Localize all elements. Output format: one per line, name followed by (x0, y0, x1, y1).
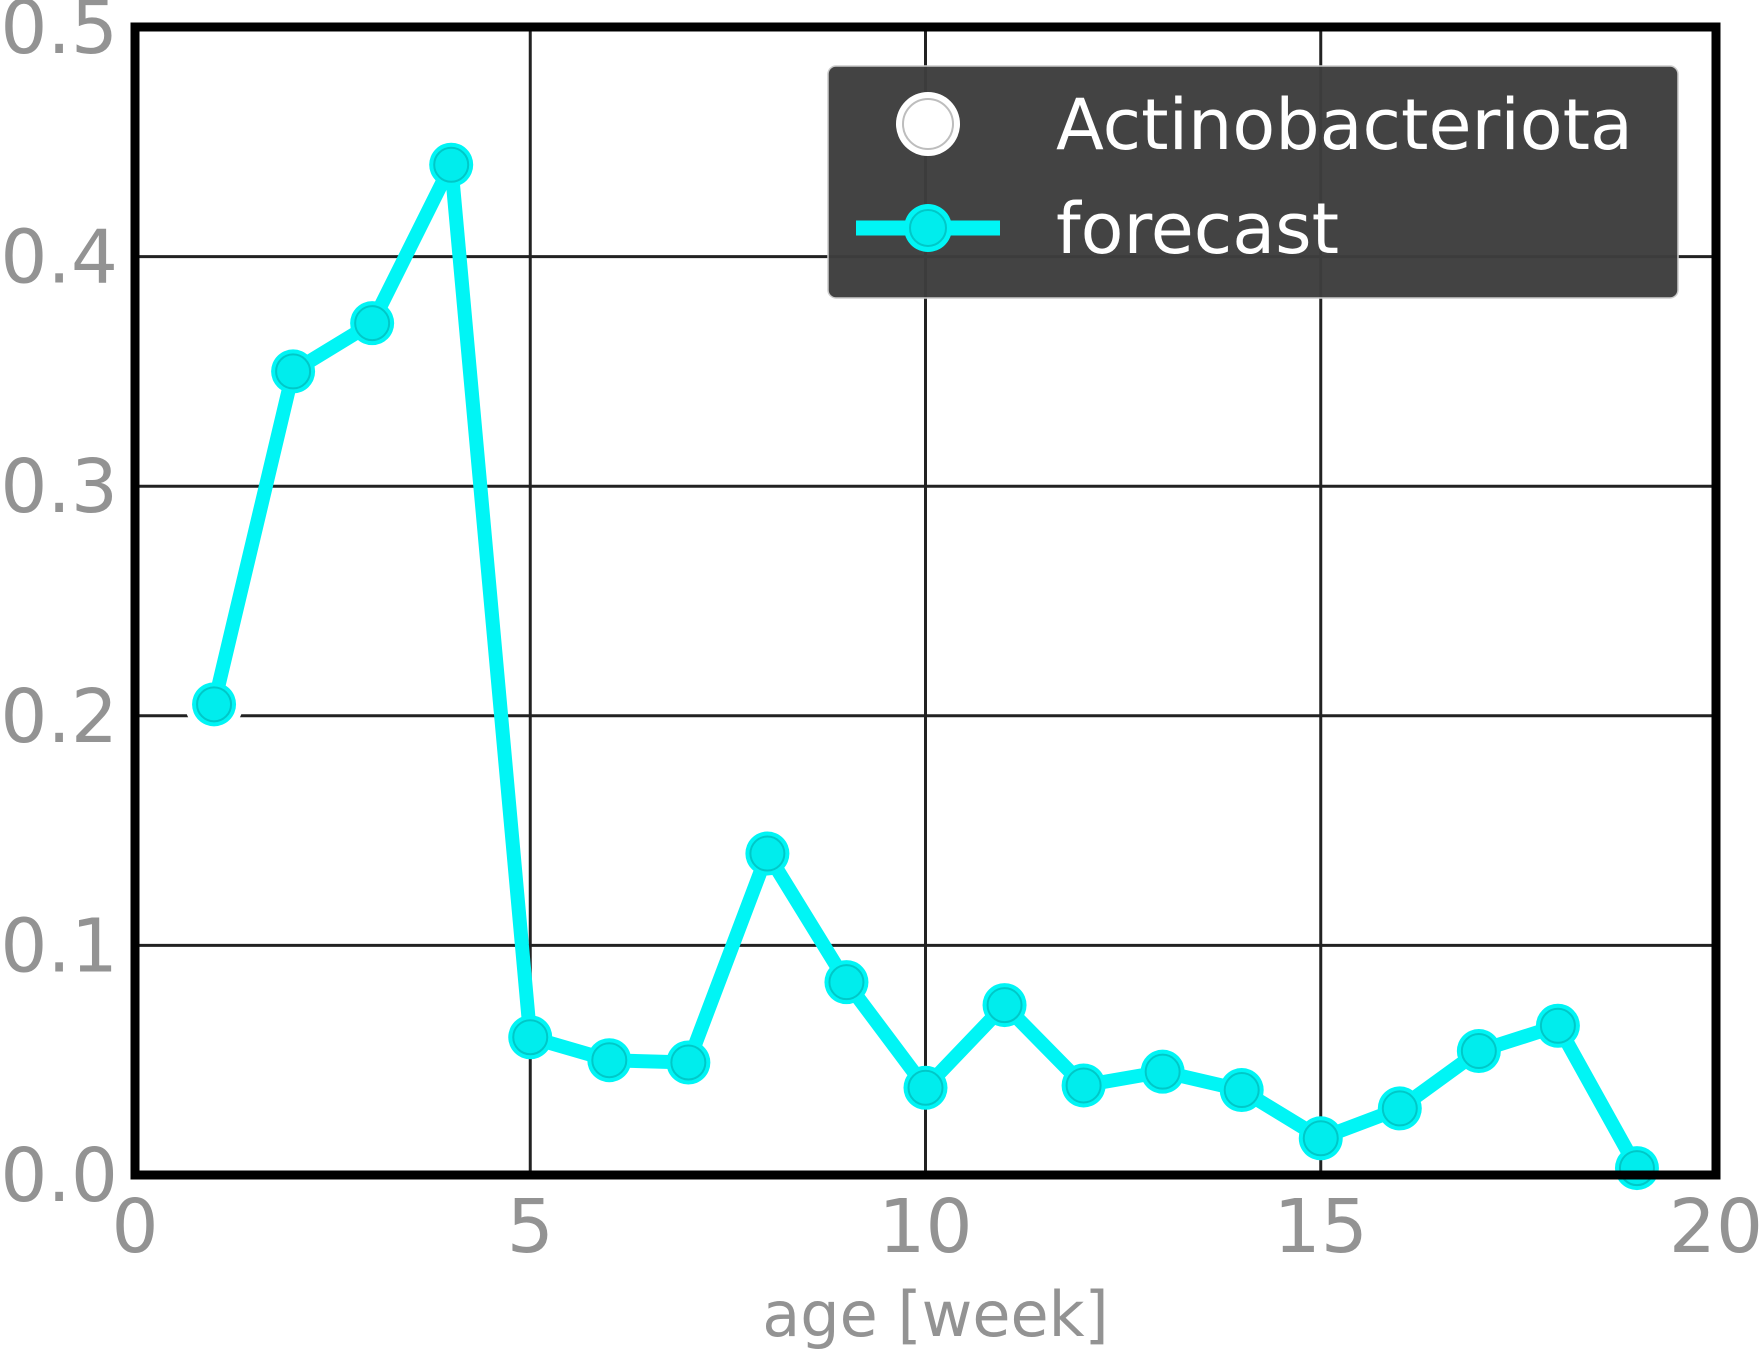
legend-marker-observed (896, 92, 960, 156)
x-tick-label: 5 (507, 1184, 554, 1270)
y-tick-label: 0.4 (0, 215, 118, 301)
forecast-point-dot (1381, 1090, 1418, 1127)
forecast-point (587, 1038, 632, 1083)
forecast-point (1535, 1003, 1580, 1048)
y-tick-label: 0.2 (0, 674, 118, 760)
x-tick-label: 10 (878, 1184, 972, 1270)
forecast-point (666, 1040, 711, 1085)
forecast-point (350, 301, 395, 346)
forecast-point (745, 831, 790, 876)
y-tick-label: 0.5 (0, 0, 118, 71)
forecast-point-dot (828, 964, 865, 1001)
forecast-point-dot (512, 1019, 549, 1056)
legend-marker-observed-dot (902, 98, 954, 150)
forecast-point (508, 1015, 553, 1060)
y-tick-label: 0.3 (0, 444, 118, 530)
forecast-point-dot (1223, 1072, 1260, 1109)
plot-series (185, 142, 1659, 1191)
legend-marker-forecast (856, 204, 1000, 252)
forecast-point-dot (1144, 1053, 1181, 1090)
forecast-point-dot (275, 353, 312, 390)
forecast-point-dot (1618, 1150, 1655, 1187)
legend-label-observed: Actinobacteriota (1056, 84, 1633, 166)
forecast-point-dot (1065, 1067, 1102, 1104)
forecast-point (1219, 1068, 1264, 1113)
legend-box (827, 65, 1679, 299)
legend: Actinobacteriota forecast (827, 65, 1679, 299)
forecast-point-dot (749, 835, 786, 872)
forecast-point-dot (1539, 1007, 1576, 1044)
forecast-point (903, 1065, 948, 1110)
x-tick-label: 15 (1274, 1184, 1368, 1270)
forecast-point-dot (1460, 1033, 1497, 1070)
x-axis-label: age [week] (762, 1278, 1108, 1350)
forecast-point-dot (591, 1042, 628, 1079)
forecast-point (1061, 1063, 1106, 1108)
legend-marker-forecast-dot (909, 209, 947, 247)
forecast-point-dot (1302, 1120, 1339, 1157)
forecast-point (1377, 1086, 1422, 1131)
forecast-point-dot (354, 305, 391, 342)
forecast-point (1456, 1029, 1501, 1074)
forecast-point-dot (986, 987, 1023, 1024)
legend-label-forecast: forecast (1056, 188, 1339, 270)
forecast-point-dot (196, 686, 233, 723)
x-tick-label: 0 (111, 1184, 158, 1270)
forecast-point-dot (670, 1044, 707, 1081)
y-tick-label: 0.1 (0, 903, 118, 989)
forecast-point (271, 349, 316, 394)
y-tick-label: 0.0 (0, 1133, 118, 1219)
forecast-point (1614, 1146, 1659, 1191)
forecast-point (192, 682, 237, 727)
tick-labels: 0 5 10 15 20 0.0 0.1 0.2 0.3 0.4 0.5 (0, 0, 1760, 1270)
forecast-point (1140, 1049, 1185, 1094)
plot-frame (130, 22, 1721, 1180)
x-tick-label: 20 (1669, 1184, 1760, 1270)
forecast-point-dot (907, 1069, 944, 1106)
forecast-point (982, 983, 1027, 1028)
forecast-point (429, 142, 474, 187)
forecast-point-dot (433, 146, 470, 183)
forecast-point (1298, 1116, 1343, 1161)
forecast-point (824, 960, 869, 1005)
